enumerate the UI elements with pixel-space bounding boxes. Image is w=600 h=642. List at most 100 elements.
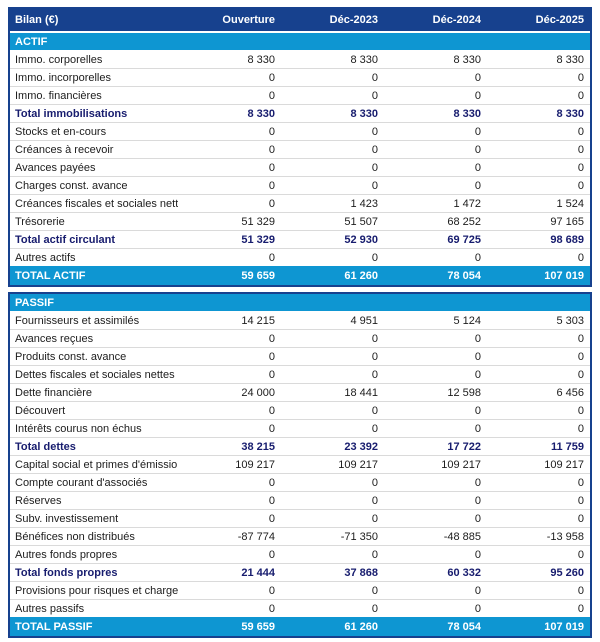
row-value: -13 958: [546, 530, 584, 543]
total-label: TOTAL ACTIF: [15, 269, 86, 282]
table-row: Charges const. avance 0 0 0 0: [10, 177, 590, 195]
row-value: 0: [268, 476, 275, 489]
row-value: 0: [474, 179, 481, 192]
row-value: 0: [577, 179, 584, 192]
passif-table: PASSIF Fournisseurs et assimilés 14 215 4 …: [8, 292, 592, 638]
section-title: ACTIF: [15, 35, 48, 48]
row-value: 0: [371, 89, 378, 102]
row-label: Avances payées: [15, 161, 96, 174]
row-value: 0: [474, 125, 481, 138]
row-value: 0: [577, 602, 584, 615]
row-value: 51 329: [241, 215, 275, 228]
row-label: Autres actifs: [15, 251, 76, 264]
row-value: 38 215: [241, 440, 275, 453]
row-value: 0: [577, 494, 584, 507]
table-row: Fournisseurs et assimilés 14 215 4 951 5 12…: [10, 312, 590, 330]
row-value: 0: [474, 71, 481, 84]
row-value: -48 885: [443, 530, 481, 543]
row-value: 0: [577, 143, 584, 156]
row-value: 0: [474, 584, 481, 597]
table-row: Avances reçues 0 0 0 0: [10, 330, 590, 348]
actif-rows: Immo. corporelles 8 330 8 330 8 330 8 330 Imm…: [10, 51, 590, 266]
row-label: Intérêts courus non échus: [15, 422, 142, 435]
table-row: Dettes fiscales et sociales nettes 0 0 0 0: [10, 366, 590, 384]
row-label: Trésorerie: [15, 215, 65, 228]
row-value: 0: [371, 422, 378, 435]
row-value: 0: [268, 161, 275, 174]
table-row: Trésorerie 51 329 51 507 68 252 97 165: [10, 213, 590, 231]
row-value: 0: [474, 494, 481, 507]
column-header-dec-2024: Déc-2024: [432, 14, 481, 26]
row-label: Provisions pour risques et charges: [15, 584, 178, 597]
row-value: 12 598: [447, 386, 481, 399]
row-value: 0: [371, 179, 378, 192]
row-value: 0: [371, 368, 378, 381]
row-value: 8 330: [247, 107, 275, 120]
total-value: 59 659: [241, 269, 275, 282]
column-header-dec-2023: Déc-2023: [329, 14, 378, 26]
row-value: 0: [371, 548, 378, 561]
table-row: Total actif circulant 51 329 52 930 69 725 9…: [10, 231, 590, 249]
row-value: 0: [268, 251, 275, 264]
row-value: 109 217: [235, 458, 275, 471]
table-header-row: Bilan (€) Ouverture Déc-2023 Déc-2024 Dé…: [10, 9, 590, 33]
row-value: 37 868: [344, 566, 378, 579]
row-value: 0: [577, 584, 584, 597]
row-value: 0: [371, 476, 378, 489]
row-label: Réserves: [15, 494, 62, 507]
row-value: 5 124: [453, 314, 481, 327]
row-value: 0: [577, 350, 584, 363]
row-value: 0: [474, 476, 481, 489]
section-gap: [8, 287, 592, 292]
row-label: Capital social et primes d'émission: [15, 458, 178, 471]
table-row: Créances à recevoir 0 0 0 0: [10, 141, 590, 159]
row-label: Total fonds propres: [15, 566, 118, 579]
row-value: 0: [371, 71, 378, 84]
row-label: Autres fonds propres: [15, 548, 118, 561]
row-value: 0: [371, 404, 378, 417]
row-value: 69 725: [447, 233, 481, 246]
row-value: 0: [577, 251, 584, 264]
row-value: 51 329: [241, 233, 275, 246]
row-label: Immo. incorporelles: [15, 71, 111, 84]
row-label: Subv. investissement: [15, 512, 119, 525]
row-value: 0: [268, 404, 275, 417]
row-value: 8 330: [453, 107, 481, 120]
total-value: 61 260: [344, 269, 378, 282]
row-value: 0: [474, 332, 481, 345]
row-value: 0: [577, 422, 584, 435]
row-value: 60 332: [447, 566, 481, 579]
row-value: 109 217: [544, 458, 584, 471]
row-value: 8 330: [350, 53, 378, 66]
row-value: 8 330: [556, 53, 584, 66]
row-value: 0: [474, 548, 481, 561]
row-label: Stocks et en-cours: [15, 125, 107, 138]
table-row: Créances fiscales et sociales nettes 0 1 4…: [10, 195, 590, 213]
row-label: Découvert: [15, 404, 66, 417]
table-row: Capital social et primes d'émission 109 2…: [10, 456, 590, 474]
row-value: 0: [474, 161, 481, 174]
row-value: 0: [371, 125, 378, 138]
row-value: 0: [577, 332, 584, 345]
row-value: 17 722: [447, 440, 481, 453]
row-value: 0: [577, 89, 584, 102]
row-value: 0: [268, 179, 275, 192]
passif-rows: Fournisseurs et assimilés 14 215 4 951 5 12…: [10, 312, 590, 617]
table-row: Autres passifs 0 0 0 0: [10, 600, 590, 617]
row-value: 68 252: [447, 215, 481, 228]
table-row: Compte courant d'associés 0 0 0 0: [10, 474, 590, 492]
row-value: 1 524: [556, 197, 584, 210]
table-row: Bénéfices non distribués -87 774 -71 350 -4…: [10, 528, 590, 546]
row-label: Total dettes: [15, 440, 76, 453]
row-label: Total immobilisations: [15, 107, 128, 120]
row-label: Créances à recevoir: [15, 143, 114, 156]
row-label: Avances reçues: [15, 332, 94, 345]
row-value: 21 444: [241, 566, 275, 579]
row-value: 0: [474, 422, 481, 435]
row-value: 0: [371, 512, 378, 525]
total-passif-row: TOTAL PASSIF 59 659 61 260 78 054 107 01…: [10, 617, 590, 636]
actif-table: Bilan (€) Ouverture Déc-2023 Déc-2024 Dé…: [8, 7, 592, 287]
row-value: 0: [268, 143, 275, 156]
row-value: 24 000: [241, 386, 275, 399]
row-value: 51 507: [344, 215, 378, 228]
